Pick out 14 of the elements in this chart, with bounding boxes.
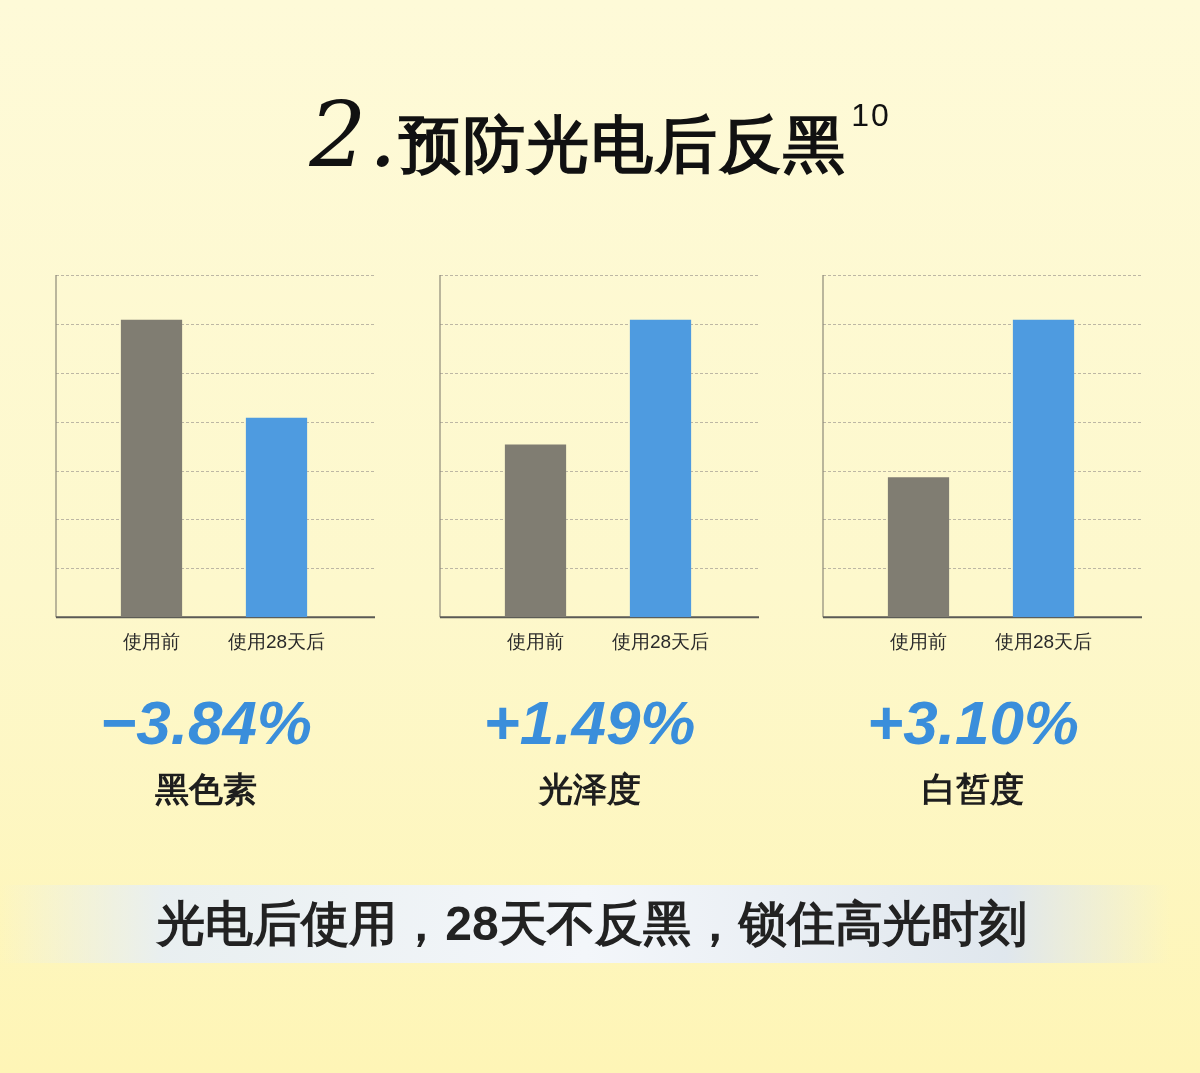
- text: 白皙度: [921, 769, 1025, 809]
- x-tick-label: 使用28天后: [994, 630, 1093, 652]
- text: 2.预防光电后反黑$^{10}$: [309, 81, 891, 189]
- text: 黑色素: [154, 769, 258, 809]
- x-tick-label: 使用28天后: [611, 630, 709, 652]
- x-tick-label: 使用前: [123, 630, 180, 652]
- text: 光泽度: [537, 769, 642, 809]
- x-tick-label: 使用前: [506, 630, 564, 652]
- x-tick-label: 使用28天后: [227, 630, 326, 652]
- x-tick-label: 使用前: [890, 630, 947, 652]
- text: −3.84%: [99, 687, 313, 759]
- text: +3.10%: [866, 687, 1080, 759]
- text: +1.49%: [482, 687, 697, 759]
- text: 光电后使用，28天不反黑，锁住高光时刻: [155, 896, 1028, 952]
